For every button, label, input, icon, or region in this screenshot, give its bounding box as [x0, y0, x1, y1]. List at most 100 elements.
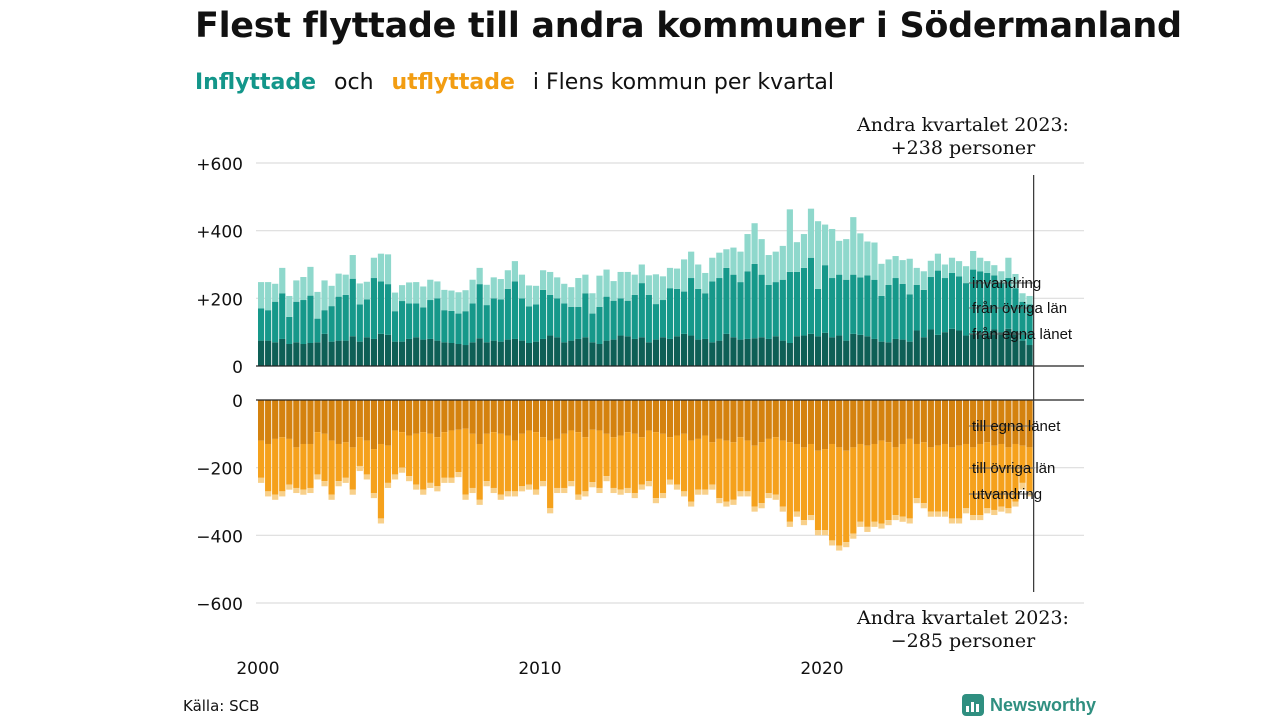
bar-in	[984, 261, 991, 273]
bar-in	[963, 266, 970, 284]
bar-in	[850, 217, 857, 275]
bar-in	[695, 264, 702, 289]
bar-out	[279, 491, 286, 497]
bar-in	[328, 285, 335, 307]
bar-in	[673, 288, 681, 337]
bar-in	[1026, 345, 1033, 366]
bar-out	[434, 486, 441, 492]
bar-out	[864, 400, 871, 446]
bar-in	[850, 274, 857, 334]
bar-out	[927, 447, 934, 512]
bar-in	[913, 284, 920, 331]
bar-in	[871, 279, 878, 339]
bar-in	[356, 283, 363, 305]
bar-out	[413, 484, 420, 490]
bar-out	[800, 400, 808, 448]
bar-out	[681, 433, 688, 492]
bar-in	[603, 340, 610, 366]
bar-out	[286, 438, 293, 485]
bar-in	[575, 306, 582, 339]
bar-in	[899, 260, 906, 284]
bar-out	[511, 400, 518, 441]
subtitle-rest: i Flens kommun per kvartal	[532, 70, 834, 95]
legend-label-in: från egna länet	[972, 326, 1073, 343]
bar-in	[314, 291, 321, 319]
bar-out	[998, 506, 1005, 512]
bar-out	[906, 438, 913, 519]
bar-in	[822, 224, 829, 266]
bar-in	[624, 300, 631, 337]
bar-out	[948, 518, 956, 524]
bar-in	[483, 284, 490, 306]
bar-out	[413, 433, 420, 485]
bar-out	[652, 498, 659, 504]
bar-in	[554, 337, 561, 366]
bar-in	[314, 318, 321, 343]
bar-out	[504, 491, 511, 497]
bar-out	[356, 465, 363, 472]
bar-in	[321, 310, 328, 334]
bar-out	[991, 509, 998, 516]
bar-out	[399, 432, 406, 468]
bar-out	[723, 501, 730, 507]
bar-in	[934, 270, 941, 335]
bar-out	[934, 511, 941, 517]
bar-in	[307, 295, 314, 343]
bar-in	[864, 336, 871, 366]
bar-in	[892, 338, 899, 366]
bar-out	[737, 437, 744, 492]
bar-out	[335, 400, 342, 444]
bar-in	[850, 333, 857, 366]
bar-out	[737, 491, 744, 497]
bar-in	[659, 337, 667, 366]
bar-out	[963, 508, 970, 514]
bar-out	[610, 437, 617, 488]
bar-out	[659, 493, 667, 499]
bar-in	[511, 338, 518, 366]
bar-in	[279, 267, 286, 294]
bar-out	[793, 443, 800, 512]
bar-out	[279, 400, 286, 438]
bar-in	[920, 271, 927, 290]
bar-out	[878, 523, 885, 529]
annotation-top-line2: +238 personer	[890, 137, 1036, 159]
bar-in	[335, 273, 342, 297]
bar-out	[575, 432, 582, 495]
bar-out	[723, 440, 730, 502]
bar-in	[716, 252, 723, 279]
bar-out	[469, 487, 476, 494]
bar-out	[673, 400, 681, 436]
bar-in	[265, 340, 272, 366]
bar-in	[807, 257, 815, 334]
bar-in	[603, 296, 610, 341]
bar-out	[871, 521, 878, 527]
bar-out	[258, 400, 265, 441]
bar-in	[906, 294, 913, 342]
bar-out	[293, 400, 300, 448]
bar-out	[906, 400, 913, 439]
bar-out	[963, 400, 970, 444]
bar-out	[843, 400, 850, 451]
bar-out	[518, 400, 526, 434]
bar-out	[624, 400, 631, 433]
bar-out	[624, 487, 631, 494]
bar-in	[293, 301, 300, 343]
bar-out	[406, 435, 413, 477]
bar-in	[927, 329, 934, 366]
bar-out	[659, 433, 667, 494]
bar-out	[1019, 482, 1026, 490]
bar-in	[723, 333, 730, 366]
bar-out	[363, 400, 370, 441]
bar-out	[441, 477, 448, 483]
bar-out	[695, 489, 702, 495]
bar-in	[370, 257, 377, 279]
bar-out	[469, 400, 476, 434]
bar-in	[427, 300, 434, 339]
bar-in	[349, 255, 356, 279]
bar-in	[871, 338, 878, 366]
brand-logo: Newsworthy	[962, 694, 1096, 716]
bar-in	[744, 271, 751, 339]
bar-out	[483, 481, 490, 487]
bar-in	[645, 275, 652, 295]
bar-out	[878, 440, 885, 524]
